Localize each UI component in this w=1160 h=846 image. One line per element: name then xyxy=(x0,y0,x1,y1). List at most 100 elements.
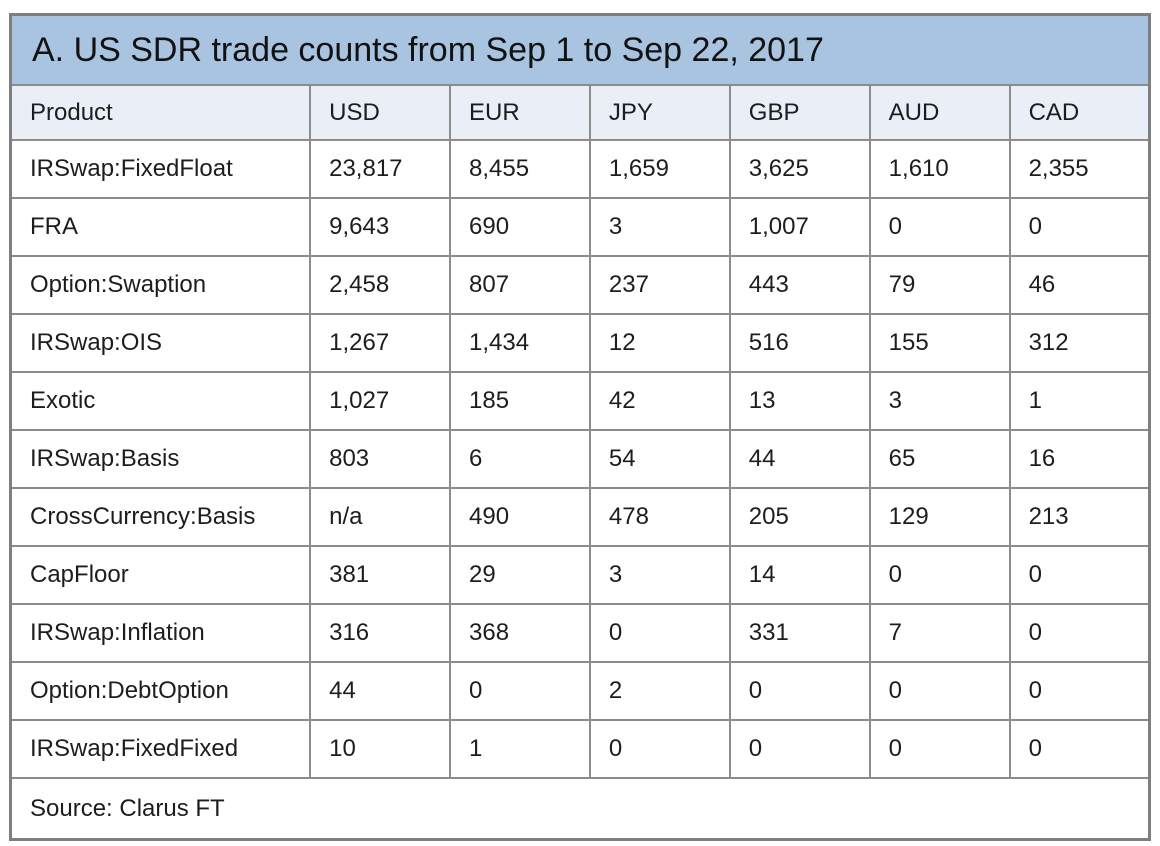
value-cell: 490 xyxy=(449,487,591,547)
sdr-trade-counts-table: A. US SDR trade counts from Sep 1 to Sep… xyxy=(9,13,1151,841)
panel-title: A. US SDR trade counts from Sep 1 to Sep… xyxy=(9,13,1151,86)
product-cell: IRSwap:FixedFloat xyxy=(9,139,312,199)
value-cell: 79 xyxy=(868,255,1011,315)
sdr-trade-counts-panel: A. US SDR trade counts from Sep 1 to Sep… xyxy=(9,13,1151,841)
source-row: Source: Clarus FT xyxy=(9,777,1151,841)
value-cell: 14 xyxy=(728,545,871,605)
value-cell: 0 xyxy=(1008,603,1151,663)
table-row-fra: FRA 9,643 690 3 1,007 0 0 xyxy=(9,197,1151,257)
value-cell: 3 xyxy=(588,545,731,605)
table-row-option-swaption: Option:Swaption 2,458 807 237 443 79 46 xyxy=(9,255,1151,315)
table-row-irswap-fixedfloat: IRSwap:FixedFloat 23,817 8,455 1,659 3,6… xyxy=(9,139,1151,199)
table-row-capfloor: CapFloor 381 29 3 14 0 0 xyxy=(9,545,1151,605)
value-cell: 478 xyxy=(588,487,731,547)
value-cell: 331 xyxy=(728,603,871,663)
product-cell: CrossCurrency:Basis xyxy=(9,487,312,547)
value-cell: 1,434 xyxy=(449,313,591,373)
value-cell: 155 xyxy=(868,313,1011,373)
value-cell: 0 xyxy=(588,719,731,779)
value-cell: 46 xyxy=(1008,255,1151,315)
value-cell: 0 xyxy=(868,661,1011,721)
value-cell: 0 xyxy=(728,719,871,779)
panel-title-row: A. US SDR trade counts from Sep 1 to Sep… xyxy=(9,13,1151,86)
value-cell: 54 xyxy=(588,429,731,489)
column-header-row: Product USD EUR JPY GBP AUD CAD xyxy=(9,84,1151,141)
value-cell: 185 xyxy=(449,371,591,431)
value-cell: 0 xyxy=(1008,661,1151,721)
value-cell: 16 xyxy=(1008,429,1151,489)
value-cell: 1,267 xyxy=(309,313,451,373)
column-header-product: Product xyxy=(9,84,312,141)
table-row-exotic: Exotic 1,027 185 42 13 3 1 xyxy=(9,371,1151,431)
value-cell: 316 xyxy=(309,603,451,663)
value-cell: 803 xyxy=(309,429,451,489)
value-cell: 29 xyxy=(449,545,591,605)
value-cell: 1 xyxy=(449,719,591,779)
value-cell: 1,007 xyxy=(728,197,871,257)
value-cell: 3 xyxy=(868,371,1011,431)
table-row-irswap-fixedfixed: IRSwap:FixedFixed 10 1 0 0 0 0 xyxy=(9,719,1151,779)
value-cell: 205 xyxy=(728,487,871,547)
column-header-aud: AUD xyxy=(868,84,1011,141)
value-cell: 44 xyxy=(309,661,451,721)
value-cell: 0 xyxy=(1008,545,1151,605)
value-cell: 2,355 xyxy=(1008,139,1151,199)
value-cell: 0 xyxy=(728,661,871,721)
source-note: Source: Clarus FT xyxy=(9,777,1151,841)
value-cell: 44 xyxy=(728,429,871,489)
value-cell: 368 xyxy=(449,603,591,663)
product-cell: Exotic xyxy=(9,371,312,431)
table-row-irswap-inflation: IRSwap:Inflation 316 368 0 331 7 0 xyxy=(9,603,1151,663)
product-cell: IRSwap:OIS xyxy=(9,313,312,373)
value-cell: 443 xyxy=(728,255,871,315)
value-cell: 3 xyxy=(588,197,731,257)
value-cell: 381 xyxy=(309,545,451,605)
value-cell: 1,610 xyxy=(868,139,1011,199)
value-cell: 1,027 xyxy=(309,371,451,431)
product-cell: Option:DebtOption xyxy=(9,661,312,721)
product-cell: IRSwap:FixedFixed xyxy=(9,719,312,779)
value-cell: 690 xyxy=(449,197,591,257)
product-cell: FRA xyxy=(9,197,312,257)
value-cell: 23,817 xyxy=(309,139,451,199)
value-cell: 237 xyxy=(588,255,731,315)
value-cell: 65 xyxy=(868,429,1011,489)
product-cell: Option:Swaption xyxy=(9,255,312,315)
column-header-jpy: JPY xyxy=(588,84,731,141)
value-cell: 129 xyxy=(868,487,1011,547)
value-cell: 0 xyxy=(588,603,731,663)
value-cell: 0 xyxy=(1008,719,1151,779)
value-cell: 807 xyxy=(449,255,591,315)
table-row-option-debtoption: Option:DebtOption 44 0 2 0 0 0 xyxy=(9,661,1151,721)
value-cell: 42 xyxy=(588,371,731,431)
product-cell: CapFloor xyxy=(9,545,312,605)
table-row-irswap-basis: IRSwap:Basis 803 6 54 44 65 16 xyxy=(9,429,1151,489)
value-cell: 516 xyxy=(728,313,871,373)
value-cell: 0 xyxy=(449,661,591,721)
value-cell: 0 xyxy=(868,719,1011,779)
value-cell: 12 xyxy=(588,313,731,373)
product-cell: IRSwap:Basis xyxy=(9,429,312,489)
value-cell: 0 xyxy=(868,197,1011,257)
value-cell: 312 xyxy=(1008,313,1151,373)
value-cell: 13 xyxy=(728,371,871,431)
value-cell: 1,659 xyxy=(588,139,731,199)
column-header-usd: USD xyxy=(309,84,451,141)
value-cell: 9,643 xyxy=(309,197,451,257)
value-cell: 6 xyxy=(449,429,591,489)
value-cell: 10 xyxy=(309,719,451,779)
table-row-irswap-ois: IRSwap:OIS 1,267 1,434 12 516 155 312 xyxy=(9,313,1151,373)
product-cell: IRSwap:Inflation xyxy=(9,603,312,663)
value-cell: 7 xyxy=(868,603,1011,663)
value-cell: 0 xyxy=(868,545,1011,605)
value-cell: n/a xyxy=(309,487,451,547)
value-cell: 2 xyxy=(588,661,731,721)
value-cell: 1 xyxy=(1008,371,1151,431)
value-cell: 3,625 xyxy=(728,139,871,199)
column-header-eur: EUR xyxy=(449,84,591,141)
table-row-crosscurrency-basis: CrossCurrency:Basis n/a 490 478 205 129 … xyxy=(9,487,1151,547)
value-cell: 2,458 xyxy=(309,255,451,315)
column-header-cad: CAD xyxy=(1008,84,1151,141)
value-cell: 213 xyxy=(1008,487,1151,547)
value-cell: 0 xyxy=(1008,197,1151,257)
